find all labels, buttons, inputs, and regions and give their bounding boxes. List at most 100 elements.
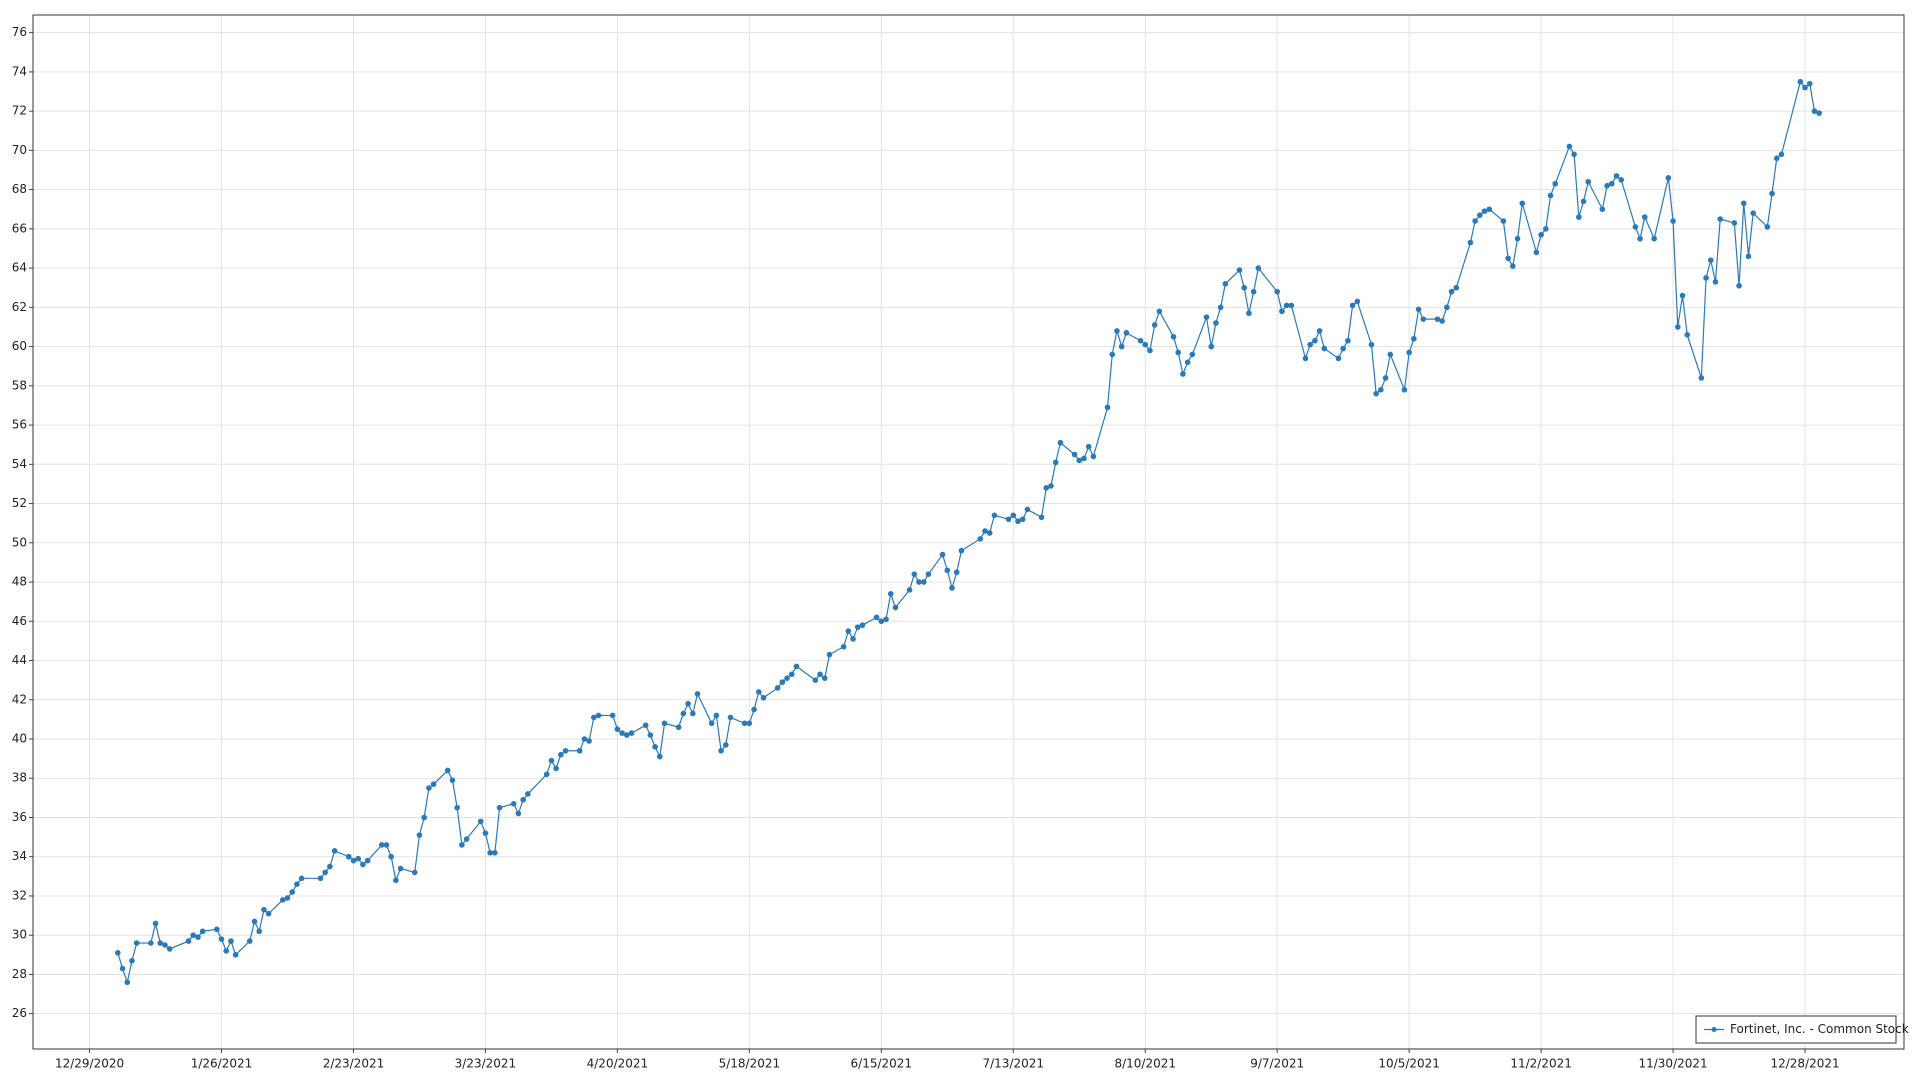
data-point [1378, 386, 1384, 393]
data-point [614, 726, 621, 732]
data-point [680, 710, 687, 717]
data-point [232, 952, 239, 958]
data-point [1043, 485, 1050, 491]
data-point [878, 618, 885, 625]
data-point [133, 940, 140, 946]
data-point [873, 614, 880, 621]
data-point [859, 622, 866, 628]
data-point [185, 938, 192, 944]
data-point [1368, 341, 1375, 348]
data-point [1085, 443, 1092, 450]
data-point [1255, 265, 1262, 271]
data-point [779, 679, 786, 685]
data-point [1288, 302, 1295, 309]
data-point [812, 677, 819, 683]
data-point [1477, 212, 1483, 218]
data-point [1764, 224, 1771, 230]
data-point [661, 720, 668, 727]
data-point [553, 765, 559, 772]
data-point [576, 747, 583, 754]
plot-border [32, 14, 1905, 1050]
data-point [642, 722, 649, 729]
data-point [1147, 347, 1153, 354]
data-point [883, 616, 889, 623]
data-point [1547, 192, 1554, 199]
data-point [355, 855, 361, 862]
data-point [1213, 320, 1219, 326]
data-point [1057, 439, 1064, 446]
y-tick-label: 68 [12, 182, 27, 196]
data-point [378, 842, 385, 848]
data-point [925, 571, 932, 577]
y-tick-label: 58 [12, 378, 27, 392]
data-point [449, 777, 456, 783]
data-point [1802, 84, 1808, 91]
data-point [1180, 371, 1186, 377]
y-tick-label: 64 [12, 261, 27, 275]
data-point [1665, 175, 1672, 181]
data-point [1604, 182, 1610, 189]
data-point [1137, 337, 1144, 344]
y-tick-label: 34 [12, 849, 27, 863]
data-point [166, 946, 173, 952]
data-point [755, 689, 762, 695]
data-point [850, 636, 856, 642]
data-point [1533, 249, 1540, 256]
data-point [397, 865, 404, 872]
data-point [1151, 322, 1158, 328]
legend-box [1695, 1015, 1897, 1044]
y-tick-label: 72 [12, 104, 27, 118]
data-point [609, 712, 616, 719]
data-point [741, 720, 748, 727]
data-point [1024, 506, 1031, 513]
data-point [1208, 343, 1215, 350]
x-tick-label: 8/10/2021 [1114, 1057, 1176, 1071]
x-tick-label: 12/28/2021 [1770, 1057, 1839, 1071]
data-point [1651, 235, 1658, 242]
data-point [727, 714, 734, 721]
data-point [657, 753, 663, 760]
data-point [911, 571, 918, 577]
data-point [1500, 218, 1507, 224]
data-point [129, 957, 135, 964]
data-point [675, 724, 682, 731]
data-point [1052, 459, 1059, 466]
data-point [1250, 288, 1257, 295]
data-point [1439, 318, 1445, 324]
data-point [1599, 206, 1606, 213]
data-point [496, 804, 503, 811]
data-point [426, 785, 432, 791]
data-point [986, 530, 993, 536]
data-point [124, 979, 131, 986]
data-point [345, 853, 352, 860]
data-point [477, 818, 484, 825]
data-point [492, 849, 498, 856]
data-point [774, 685, 781, 691]
y-tick-label: 60 [12, 339, 27, 353]
y-tick-label: 32 [12, 888, 27, 902]
data-point [1406, 349, 1412, 356]
data-point [920, 579, 927, 585]
data-point [1038, 514, 1045, 521]
data-point [1736, 282, 1742, 289]
data-point [1481, 208, 1488, 215]
data-point [1312, 337, 1318, 344]
data-point [1302, 355, 1309, 362]
data-point [360, 861, 366, 868]
y-tick-label: 40 [12, 731, 27, 745]
x-tick-label: 4/20/2021 [587, 1057, 649, 1071]
data-point [1114, 328, 1120, 334]
data-point [1175, 349, 1182, 356]
data-point [1717, 216, 1723, 222]
data-point [685, 700, 691, 707]
data-point [1740, 200, 1747, 207]
data-point [463, 836, 470, 842]
y-tick-label: 56 [12, 418, 27, 432]
data-point [1580, 198, 1587, 205]
data-point [1510, 263, 1516, 269]
data-point [265, 910, 272, 917]
data-point [1411, 335, 1417, 342]
data-point [152, 920, 159, 927]
data-point [256, 928, 263, 935]
